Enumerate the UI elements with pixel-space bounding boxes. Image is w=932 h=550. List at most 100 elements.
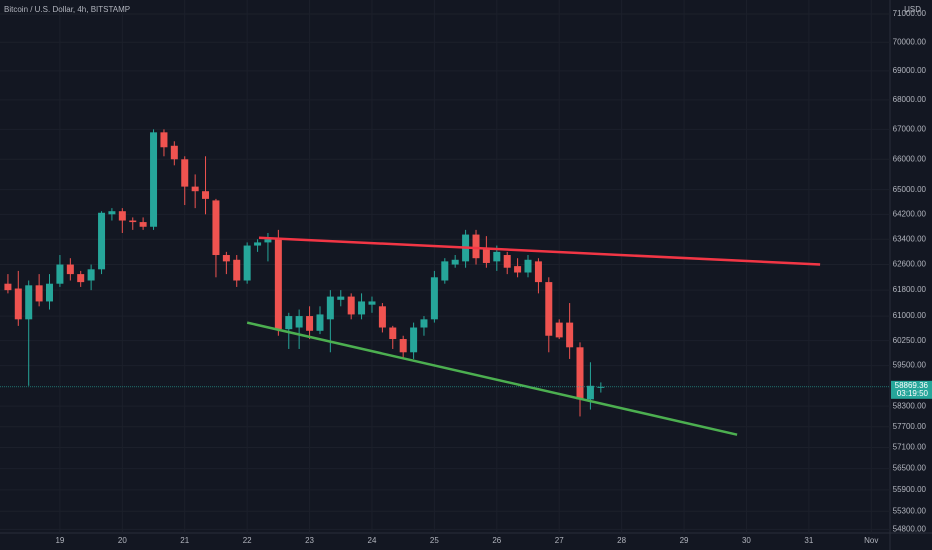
x-tick-label: Nov	[864, 536, 878, 545]
y-tick-label: 55300.00	[893, 506, 927, 515]
candle-body	[191, 186, 199, 192]
y-tick-label: 70000.00	[893, 37, 927, 46]
candle-body	[337, 296, 345, 300]
x-tick-label: 20	[118, 536, 127, 545]
y-tick-label: 68000.00	[893, 95, 927, 104]
y-tick-label: 67000.00	[893, 124, 927, 133]
y-tick-label: 65000.00	[893, 185, 927, 194]
candle-body	[98, 212, 106, 270]
candle-body	[389, 327, 397, 340]
candle-body	[347, 296, 355, 315]
candle-body	[264, 239, 272, 243]
y-tick-label: 63400.00	[893, 234, 927, 243]
candle-body	[482, 248, 490, 263]
candle-body	[285, 316, 293, 330]
candle-body	[243, 245, 251, 281]
candle-body	[222, 255, 230, 262]
x-tick-label: 21	[180, 536, 189, 545]
y-tick-label: 59500.00	[893, 361, 927, 370]
candle-body	[534, 261, 542, 283]
candle-body	[274, 239, 282, 330]
x-tick-label: 19	[55, 536, 64, 545]
candle-body	[420, 319, 428, 328]
y-tick-label: 57100.00	[893, 443, 927, 452]
candle-body	[14, 288, 22, 320]
y-tick-label: 56500.00	[893, 464, 927, 473]
candle-body	[118, 211, 126, 221]
chart-title: Bitcoin / U.S. Dollar, 4h, BITSTAMP	[4, 5, 130, 14]
candle-body	[45, 283, 53, 302]
y-tick-label: 69000.00	[893, 66, 927, 75]
marks	[4, 129, 821, 436]
candle-body	[129, 220, 137, 223]
x-tick-label: 24	[368, 536, 377, 545]
candle-body	[202, 191, 210, 199]
x-tick-label: 31	[804, 536, 813, 545]
y-tick-label: 64200.00	[893, 209, 927, 218]
trend-line	[258, 236, 821, 266]
x-tick-label: 30	[742, 536, 751, 545]
candle-body	[503, 255, 511, 268]
candle-body	[524, 259, 532, 273]
y-tick-label: 54800.00	[893, 524, 927, 533]
candle-body	[25, 285, 33, 320]
candle-body	[35, 285, 43, 302]
candle-body	[441, 261, 449, 281]
last-price-label: 58869.36	[895, 381, 929, 390]
x-tick-label: 23	[305, 536, 314, 545]
candle-body	[108, 211, 116, 215]
x-tick-label: 26	[492, 536, 501, 545]
candle-body	[56, 264, 64, 284]
y-tick-label: 55900.00	[893, 485, 927, 494]
x-tick-label: 27	[555, 536, 564, 545]
candle-body	[493, 251, 501, 262]
candle-body	[514, 266, 522, 273]
candle-body	[87, 269, 95, 281]
candle-body	[451, 259, 459, 265]
candle-body	[254, 242, 262, 246]
candle-body	[597, 386, 605, 388]
x-tick-label: 25	[430, 536, 439, 545]
candle-body	[150, 132, 158, 227]
candle-body	[295, 316, 303, 328]
candle-body	[566, 322, 574, 348]
candle-body	[316, 314, 324, 331]
candle-body	[358, 301, 366, 315]
countdown: 03:19:50	[897, 389, 929, 398]
y-tick-label: 61000.00	[893, 311, 927, 320]
candle-body	[170, 145, 178, 160]
candle-body	[555, 322, 563, 338]
candle-body	[586, 385, 594, 400]
x-tick-label: 29	[680, 536, 689, 545]
candle-body	[430, 277, 438, 320]
candle-body	[212, 200, 220, 256]
y-tick-label: 61800.00	[893, 285, 927, 294]
candle-body	[410, 327, 418, 353]
candle-body	[378, 306, 386, 328]
candle-body	[233, 259, 241, 281]
candle-body	[4, 283, 12, 291]
candle-body	[545, 282, 553, 336]
y-tick-label: 71000.00	[893, 9, 927, 18]
y-tick-label: 58300.00	[893, 401, 927, 410]
candle-body	[160, 132, 168, 148]
candle-body	[66, 264, 74, 275]
candle-body	[181, 159, 189, 187]
y-tick-label: 66000.00	[893, 154, 927, 163]
last-price-box	[891, 380, 932, 399]
candle-body	[472, 234, 480, 259]
x-tick-label: 22	[243, 536, 252, 545]
trend-line	[246, 321, 738, 436]
currency: USD	[904, 5, 921, 14]
candle-body	[368, 301, 376, 305]
x-tick-label: 28	[617, 536, 626, 545]
grid	[0, 0, 890, 533]
y-tick-label: 60250.00	[893, 336, 927, 345]
candle-body	[139, 222, 147, 227]
candle-body	[306, 316, 314, 331]
candle-body	[576, 347, 584, 400]
candle-body	[326, 296, 334, 320]
y-tick-label: 62600.00	[893, 260, 927, 269]
